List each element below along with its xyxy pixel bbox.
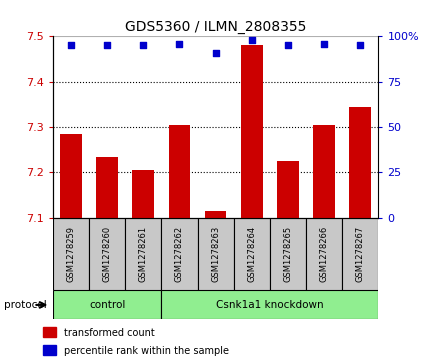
Bar [43, 346, 56, 355]
Point [103, 42, 110, 48]
Bar [53, 218, 89, 290]
Bar [313, 125, 335, 218]
Bar [43, 327, 56, 338]
Bar [89, 218, 125, 290]
Point [212, 50, 219, 56]
Bar [270, 218, 306, 290]
Text: GSM1278262: GSM1278262 [175, 226, 184, 282]
Bar [277, 161, 299, 218]
Title: GDS5360 / ILMN_2808355: GDS5360 / ILMN_2808355 [125, 20, 306, 34]
Text: transformed count: transformed count [64, 328, 155, 338]
Point [176, 41, 183, 46]
Point [67, 42, 74, 48]
Point [321, 41, 328, 46]
Bar [205, 211, 227, 218]
Bar [132, 170, 154, 218]
Bar [234, 218, 270, 290]
Text: GSM1278266: GSM1278266 [319, 226, 329, 282]
Text: Csnk1a1 knockdown: Csnk1a1 knockdown [216, 300, 324, 310]
Point [248, 37, 255, 43]
Point [357, 42, 364, 48]
Bar [96, 156, 118, 218]
Bar [349, 107, 371, 218]
Bar [125, 218, 161, 290]
Bar [60, 134, 82, 218]
Bar [53, 290, 161, 319]
Text: GSM1278261: GSM1278261 [139, 226, 148, 282]
Bar [161, 218, 198, 290]
Text: GSM1278265: GSM1278265 [283, 226, 293, 282]
Text: GSM1278264: GSM1278264 [247, 226, 256, 282]
Text: GSM1278259: GSM1278259 [66, 226, 75, 282]
Point [140, 42, 147, 48]
Text: control: control [89, 300, 125, 310]
Bar [161, 290, 378, 319]
Text: GSM1278260: GSM1278260 [103, 226, 112, 282]
Text: protocol: protocol [4, 300, 47, 310]
Bar [241, 45, 263, 218]
Text: GSM1278263: GSM1278263 [211, 226, 220, 282]
Text: GSM1278267: GSM1278267 [356, 226, 365, 282]
Point [284, 42, 291, 48]
Bar [342, 218, 378, 290]
Text: percentile rank within the sample: percentile rank within the sample [64, 346, 229, 356]
Bar [306, 218, 342, 290]
Bar [169, 125, 190, 218]
Bar [198, 218, 234, 290]
